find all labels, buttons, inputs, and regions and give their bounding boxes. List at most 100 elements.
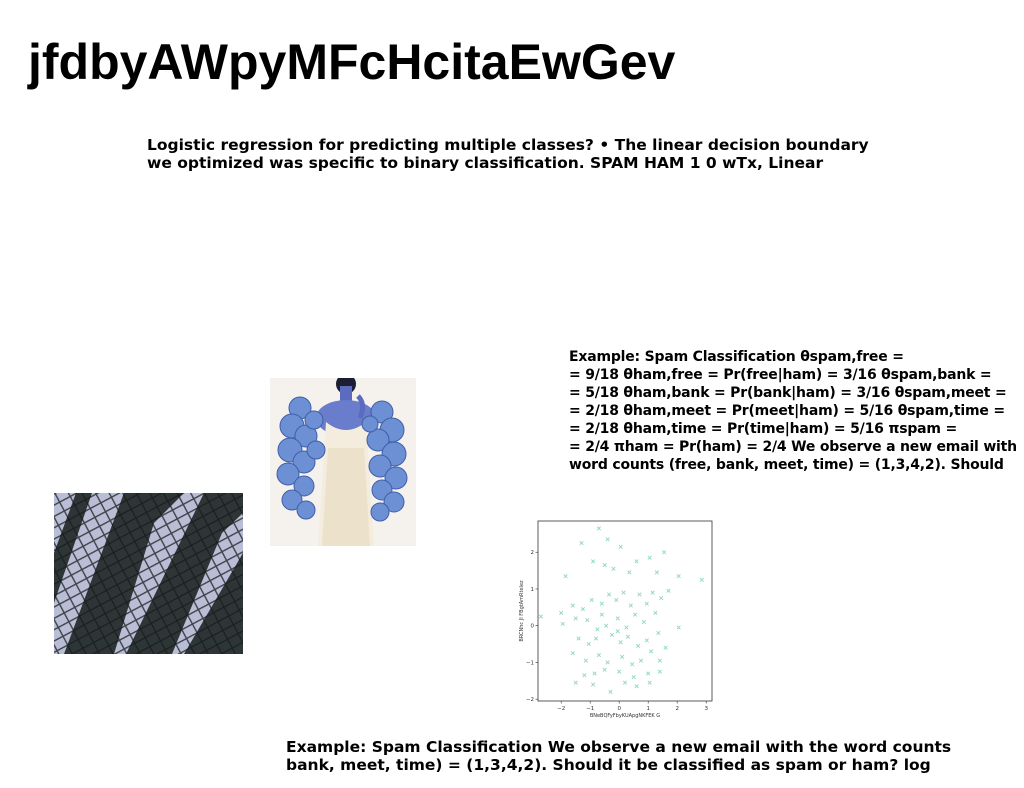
scatter-point — [585, 618, 590, 623]
scatter-point — [596, 652, 602, 658]
scatter-point — [637, 592, 642, 597]
scatter-point — [604, 623, 609, 628]
scatter-point — [631, 675, 636, 680]
y-tick-label: 2 — [531, 550, 535, 556]
scatter-point — [638, 658, 644, 663]
scatter-point — [606, 592, 612, 597]
scatter-point — [570, 603, 575, 608]
x-tick-label: 1 — [646, 706, 650, 712]
scatter-point — [596, 526, 602, 531]
scatter-point — [699, 577, 704, 582]
x-axis-label: BNeBQFyFbyKUApgNKFEK G — [590, 713, 660, 719]
scatter-point — [586, 641, 591, 647]
scatter-point — [618, 640, 623, 645]
y-ticks: −2 −1 0 1 2 — [526, 550, 538, 703]
scatter-point — [662, 550, 667, 555]
scatter-point — [609, 632, 615, 637]
scatter-point — [590, 682, 596, 687]
scatter-point — [622, 680, 628, 685]
scatter-point — [628, 603, 633, 608]
scatter-point — [580, 607, 586, 612]
scatter-point — [676, 573, 681, 579]
scatter-point — [624, 625, 629, 630]
scatter-point — [650, 590, 655, 595]
scatter-point — [599, 601, 604, 606]
scatter-point — [641, 619, 646, 625]
points-layer — [538, 526, 704, 694]
y-tick-label: −2 — [526, 697, 534, 703]
scatter-point — [570, 651, 575, 656]
x-tick-label: 0 — [617, 706, 621, 712]
y-tick-label: 0 — [531, 624, 535, 630]
scatter-point — [657, 658, 662, 663]
scatter-point — [646, 671, 651, 676]
scatter-point — [634, 559, 639, 564]
scatter-point — [599, 612, 604, 617]
scatter-point — [593, 636, 599, 641]
scatter-point — [653, 610, 658, 615]
spam-example-line: = 9/18 θham,free = Pr(free|ham) = 3/16 θ… — [569, 367, 992, 383]
intro-paragraph: Logistic regression for predicting multi… — [147, 136, 869, 172]
x-ticks: −2 −1 0 1 2 3 — [557, 701, 708, 712]
scatter-point — [559, 610, 564, 615]
building-facade-photo — [54, 493, 243, 654]
scatter-point — [619, 654, 625, 660]
x-tick-label: 2 — [675, 706, 679, 712]
scatter-point — [621, 590, 626, 595]
scatter-point — [676, 625, 681, 630]
y-tick-label: 1 — [531, 587, 535, 593]
x-tick-label: 3 — [704, 706, 708, 712]
scatter-point — [644, 601, 649, 606]
question-line: Example: Spam Classification We observe … — [286, 738, 952, 756]
classification-question-paragraph: Example: Spam Classification We observe … — [286, 738, 951, 774]
scatter-point — [666, 588, 671, 593]
scatter-point — [608, 689, 613, 694]
spam-example-line: = 2/18 θham,time = Pr(time|ham) = 5/16 π… — [569, 421, 958, 437]
scatter-point — [630, 662, 635, 667]
page-title: jfdbyAWpyMFcHcitaEwGev — [28, 34, 676, 90]
scatter-point — [560, 621, 565, 626]
scatter-point — [579, 540, 584, 546]
spam-example-line: = 5/18 θham,bank = Pr(bank|ham) = 3/16 θ… — [569, 385, 1007, 401]
plot-frame — [537, 520, 713, 702]
scatter-point — [614, 597, 619, 603]
scatter-point — [659, 596, 664, 601]
intro-line: Logistic regression for predicting multi… — [147, 136, 869, 154]
scatter-point — [576, 636, 581, 641]
x-tick-label: −2 — [557, 706, 565, 712]
scatter-chart: −2 −1 0 1 2 3 −2 −1 0 1 2 BNeBQFyFbyKUApgNKFEK G … — [516, 516, 720, 728]
scatter-point — [563, 573, 568, 579]
scatter-point — [633, 612, 638, 617]
scatter-point — [647, 555, 652, 560]
scatter-point — [625, 634, 631, 639]
y-axis-label: BRCNhc JI FBgtAmRtelez — [519, 580, 525, 642]
scatter-point — [648, 649, 654, 654]
scatter-point — [583, 658, 588, 663]
scatter-point — [615, 629, 620, 634]
scatter-point — [618, 544, 623, 549]
scatter-point — [602, 667, 607, 672]
spam-example-line: = 2/4 πham = Pr(ham) = 2/4 We observe a … — [569, 439, 1017, 455]
scatter-point — [627, 570, 632, 575]
scatter-point — [656, 630, 661, 636]
scatter-point — [657, 669, 662, 674]
scatter-point — [654, 570, 660, 575]
scatter-point — [663, 645, 668, 650]
intro-line: we optimized was specific to binary clas… — [147, 154, 824, 172]
scatter-point — [538, 614, 544, 619]
scatter-point — [611, 566, 616, 571]
scatter-point — [592, 671, 597, 676]
scatter-point — [589, 597, 594, 603]
scatter-point — [573, 616, 578, 621]
scatter-point — [647, 680, 652, 685]
question-line: bank, meet, time) = (1,3,4,2). Should it… — [286, 756, 931, 774]
x-tick-label: −1 — [586, 706, 594, 712]
scatter-point — [602, 562, 607, 568]
scatter-point — [617, 669, 622, 674]
scatter-point — [615, 616, 620, 621]
scatter-point — [595, 627, 600, 632]
y-tick-label: −1 — [526, 660, 534, 666]
scatter-point — [582, 673, 587, 678]
spam-example-line: = 2/18 θham,meet = Pr(meet|ham) = 5/16 θ… — [569, 403, 1005, 419]
